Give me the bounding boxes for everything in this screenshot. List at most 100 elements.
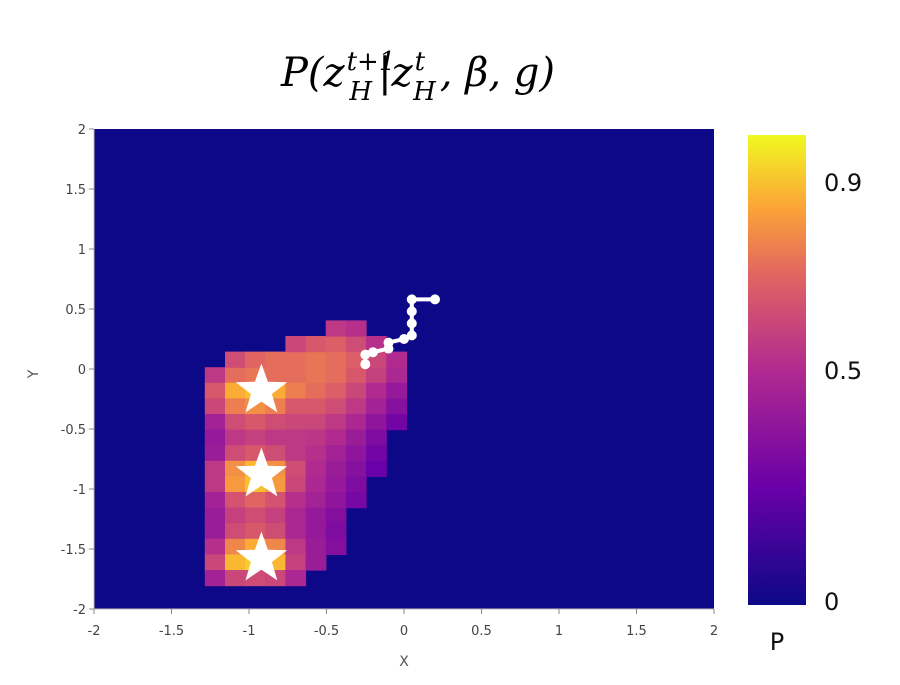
x-tick-label: -1 [243,624,256,639]
heatmap-cell [345,429,367,446]
heatmap-cell [204,429,226,446]
heatmap-cell [305,476,327,493]
heatmap-cell [204,382,226,399]
heatmap-cell [345,445,367,462]
trajectory-point [406,330,417,341]
heatmap-cell [345,492,367,509]
y-tick-label: 1 [78,243,86,258]
heatmap-cell [386,367,407,384]
trajectory-point [360,349,371,360]
heatmap-cell [325,398,347,415]
trajectory-point [399,334,409,344]
y-tick-label: -1.5 [61,543,86,558]
heatmap-cell [325,492,347,509]
heatmap-cell [366,367,387,384]
heatmap-cell [305,429,327,446]
heatmap-cell [305,538,327,555]
heatmap-cell [245,507,266,524]
heatmap-cell [245,492,266,509]
colorbar-tick-label: 0.5 [824,357,862,385]
heatmap-cell [366,460,387,477]
heatmap-cell [305,492,327,509]
heatmap-cell [204,460,226,477]
heatmap-cell [225,445,246,462]
heatmap-cell [225,476,246,493]
trajectory-point [383,343,394,354]
heatmap-cell [386,351,407,368]
trajectory-point [406,294,417,305]
heatmap-cell [305,382,327,399]
heatmap-cell [204,538,226,555]
x-tick-label: 0.5 [471,624,492,639]
heatmap-cell [366,414,387,431]
heatmap-cell [366,429,387,446]
x-axis: -2 -1.5 -1 -0.5 0 0.5 1 1.5 2 [88,608,718,639]
heatmap-cell [285,382,307,399]
heatmap-cell [265,492,287,509]
x-tick-label: 2 [710,624,718,639]
heatmap-cell [325,320,347,337]
heatmap-cell [225,367,246,384]
heatmap-cell [204,414,226,431]
heatmap-cell [285,538,307,555]
heatmap-cell [285,351,307,368]
y-tick-label: 2 [78,123,86,138]
heatmap-cell [305,398,327,415]
heatmap-cell [345,382,367,399]
heatmap-cell [325,476,347,493]
y-tick-label: -1 [73,483,86,498]
heatmap-cell [345,336,367,353]
colorbar-label: P [770,628,784,656]
heatmap-cell [345,367,367,384]
goal-stars [235,363,288,581]
colorbar-tick-label: 0 [824,588,839,616]
heatmap-cell [225,554,246,571]
heatmap-cell [225,523,246,540]
heatmap-cell [285,367,307,384]
heatmap-cell [345,414,367,431]
heatmap-cell [225,507,246,524]
x-tick-label: 1 [555,624,563,639]
heatmap-cell [285,429,307,446]
heatmap-cell [204,367,226,384]
heatmap-cell [325,507,347,524]
heatmap-cell [265,351,287,368]
x-tick-label: 0 [400,624,408,639]
heatmap-cell [345,476,367,493]
heatmap-cell [204,523,226,540]
chart-title: P(zt+1 H |zt H, β, g) [280,47,555,107]
heatmap-cell [366,445,387,462]
heatmap-cell [325,414,347,431]
colorbar-tick-label: 0.9 [824,169,862,197]
heatmap-cell [325,523,347,540]
heatmap-cell [325,538,347,555]
heatmap-cell [285,554,307,571]
heatmap-cell [386,414,407,431]
heatmap-cell [204,554,226,571]
heatmap-cell [325,336,347,353]
heatmap-cell [305,523,327,540]
heatmap-cell [305,367,327,384]
heatmap-cell [285,492,307,509]
heatmap-cell [325,351,347,368]
heatmap-cell [386,398,407,415]
heatmap-cell [225,429,246,446]
heatmap-cell [204,398,226,415]
colorbar-ticks: 0.9 0.5 0 [824,169,862,616]
x-tick-label: -0.5 [314,624,339,639]
heatmap-cell [245,351,266,368]
heatmap-cell [305,507,327,524]
heatmap-cell [325,460,347,477]
heatmap-cell [305,445,327,462]
heatmap-cell [225,492,246,509]
trajectory-point [406,318,417,329]
y-tick-label: 1.5 [65,183,86,198]
heatmap-cell [285,570,307,587]
heatmap-cell [305,554,327,571]
heatmap-cell [305,414,327,431]
heatmap-cell [366,382,387,399]
trajectory-point [368,347,378,358]
heatmap-cell [325,445,347,462]
heatmap-cell [265,429,287,446]
y-tick-label: -2 [73,603,86,618]
